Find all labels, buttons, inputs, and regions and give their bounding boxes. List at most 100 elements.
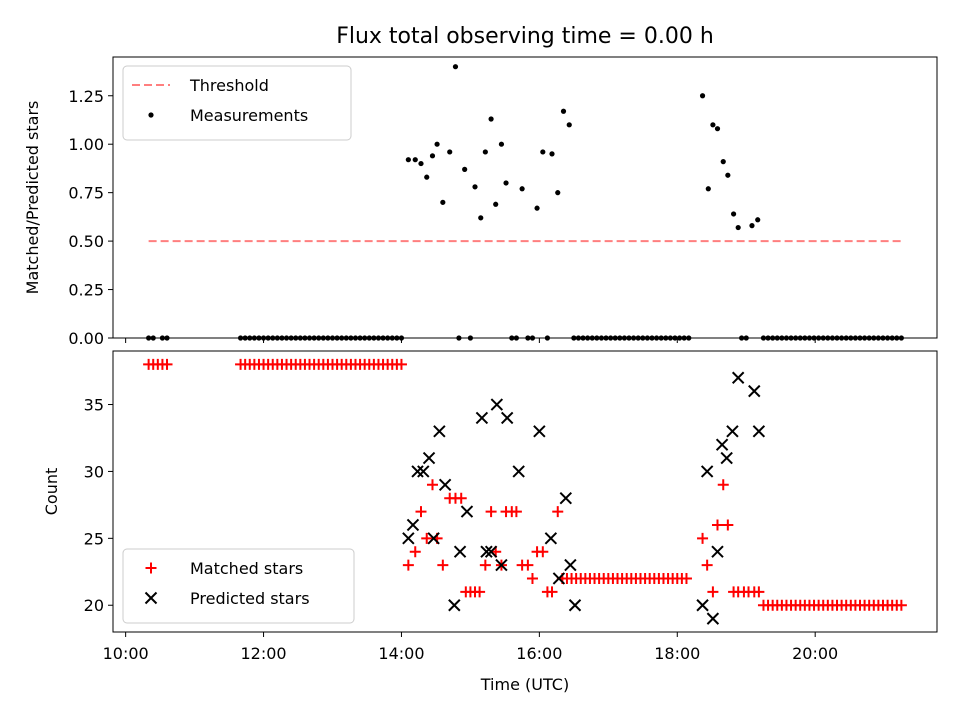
legend-label: Matched stars [190, 559, 303, 578]
measurements-point [714, 126, 721, 132]
predicted-stars-point [500, 411, 514, 425]
top-panel: 0.00 0.25 0.50 0.75 1.00 1.25 Matched/Predicte… [23, 56, 938, 348]
predicted-stars-point [715, 438, 729, 451]
measurements-point [429, 153, 436, 159]
measurements-point [462, 166, 468, 172]
legend-box [122, 548, 355, 624]
plot-frame [112, 56, 938, 339]
x-axis-label: Time (UTC) [480, 675, 569, 694]
predicted-stars-point [484, 545, 498, 558]
legend-box [122, 65, 352, 141]
matched-stars-point [402, 559, 414, 571]
matched-stars-point [485, 506, 497, 518]
y-tick-label: 0.50 [68, 232, 104, 251]
legend-swatch [145, 562, 157, 574]
legend-item-threshold: Threshold [132, 76, 269, 95]
measurements-point [730, 211, 737, 217]
predicted-stars-point [564, 558, 577, 572]
legend-label: Predicted stars [190, 589, 310, 608]
predicted-stars-point [406, 518, 420, 532]
predicted-stars-point [490, 398, 504, 411]
predicted-stars-point [453, 545, 467, 558]
bottom-panel: 20 25 30 35 10:00 12:00 14:00 16:00 18:00 20:00 Co… [42, 350, 938, 663]
legend-label: Measurements [190, 106, 308, 125]
y-tick-label: 0.25 [68, 281, 104, 300]
matched-stars-point [680, 572, 692, 584]
matched-stars-point [895, 599, 907, 611]
predicted-stars-point [720, 451, 733, 465]
x-tick-label: 16:00 [516, 644, 562, 663]
matched-stars-point [455, 492, 467, 504]
predicted-stars-point [568, 599, 582, 612]
measurements-point [472, 184, 478, 190]
predicted-stars-point [480, 545, 493, 558]
predicted-stars-point [433, 425, 446, 438]
measurements-point [434, 141, 440, 147]
matched-stars-point [437, 559, 449, 571]
measurements-point [560, 108, 567, 114]
measurements-point [549, 151, 555, 157]
y-tick-label: 20 [84, 596, 104, 615]
matched-stars-point [479, 559, 491, 571]
legend-item-matched-stars: Matched stars [145, 559, 303, 578]
x-tick-label: 10:00 [103, 644, 149, 663]
plot-frame [112, 350, 938, 633]
predicted-stars-point [411, 465, 424, 478]
matched-stars-point [753, 586, 765, 598]
legend-label: Threshold [189, 76, 269, 95]
measurements-point [440, 199, 446, 205]
predicted-stars-point [696, 599, 709, 612]
measurements-point [424, 174, 430, 180]
y-tick-label: 0.75 [68, 184, 104, 203]
x-tick-label: 12:00 [240, 644, 286, 663]
measurements-point [519, 186, 525, 192]
matched-stars-point [701, 559, 713, 571]
legend: Threshold Measurements [122, 65, 352, 141]
matched-stars-point [722, 519, 734, 531]
matched-stars-point [522, 559, 534, 571]
measurements-point [447, 149, 453, 155]
predicted-stars-point [460, 505, 474, 518]
x-tick-label: 14:00 [378, 644, 424, 663]
measurements-point [755, 217, 761, 223]
matched-stars-point [415, 506, 427, 518]
predicted-stars-point [552, 572, 566, 585]
matched-stars-point [711, 519, 723, 531]
measurements-point [478, 215, 484, 221]
predicted-stars-point [495, 558, 508, 572]
predicted-stars-point [533, 425, 546, 438]
predicted-stars-point [726, 425, 739, 438]
x-tick-label: 20:00 [792, 644, 838, 663]
matched-stars-point [161, 358, 173, 370]
predicted-stars-point [711, 545, 724, 558]
matched-stars-point [421, 532, 433, 544]
matched-stars-point [526, 572, 538, 584]
predicted-stars-point [700, 465, 714, 478]
measurements-point [503, 180, 509, 186]
predicted-stars-point [706, 612, 720, 625]
measurements-point [705, 186, 711, 192]
predicted-stars-point [427, 532, 440, 545]
measurements-point [720, 159, 726, 165]
matched-stars-point [409, 546, 421, 558]
y-axis-label: Count [42, 468, 61, 516]
measurements-point [405, 157, 411, 163]
matched-stars-point [510, 506, 522, 518]
y-axis-label: Matched/Predicted stars [23, 101, 42, 295]
measurements-point [725, 172, 731, 178]
legend-item-predicted-stars: Predicted stars [144, 589, 310, 608]
measurements-point [493, 201, 499, 207]
matched-stars-point [552, 506, 564, 518]
matched-stars-point [707, 586, 719, 598]
measurements-point [498, 141, 505, 147]
predicted-stars-point [544, 532, 558, 545]
predicted-stars-point [438, 478, 452, 492]
predicted-stars-point [748, 384, 761, 398]
legend-swatch [148, 112, 154, 118]
predicted-stars-point [448, 599, 461, 612]
measurements-point [488, 116, 494, 122]
legend-swatch [144, 591, 158, 605]
y-tick-label: 1.00 [68, 135, 104, 154]
measurements-point [710, 122, 716, 128]
y-tick-label: 35 [84, 396, 104, 415]
